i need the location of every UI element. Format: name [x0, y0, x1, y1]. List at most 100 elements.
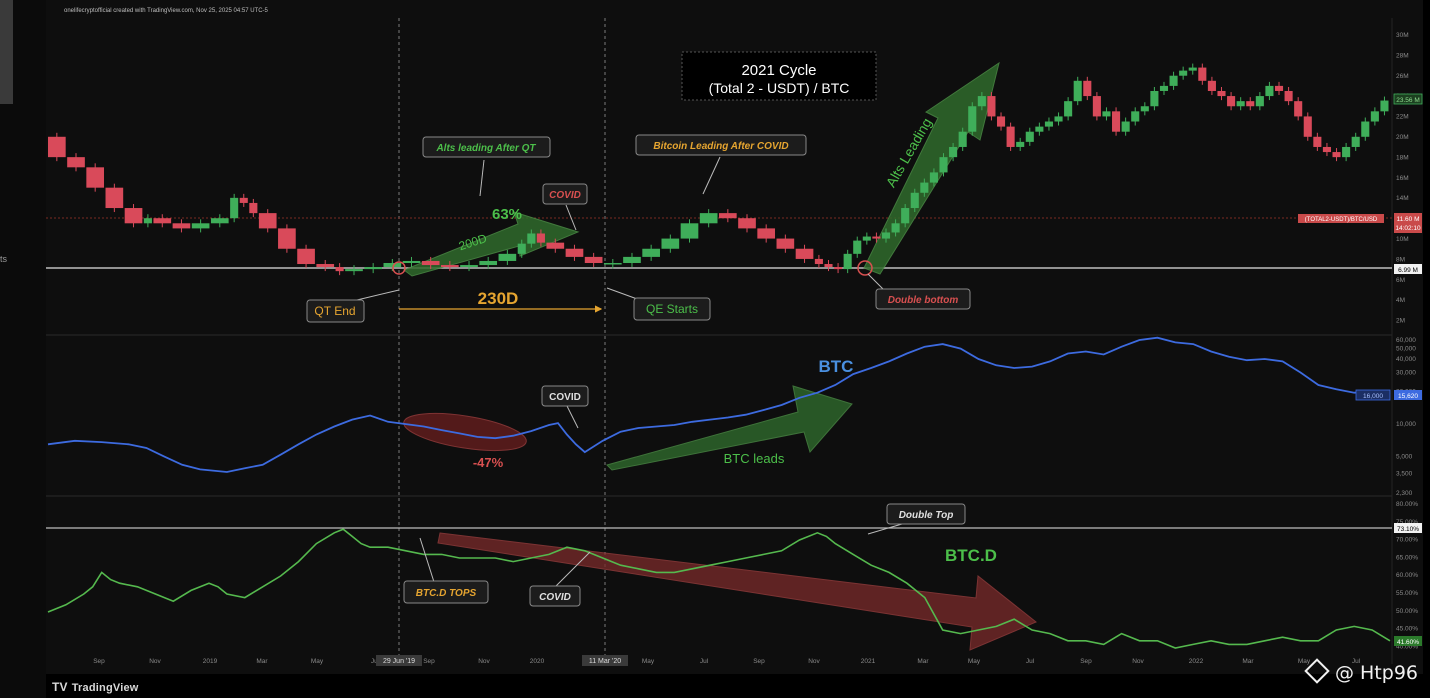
- candle: [1313, 136, 1322, 147]
- candle: [603, 263, 622, 265]
- sidebar-label: ts: [0, 254, 8, 264]
- candle: [1332, 152, 1341, 158]
- candle: [1274, 85, 1284, 91]
- btcd-y-tick: 40.00%: [1396, 643, 1418, 650]
- x-axis-tick: Mar: [917, 658, 929, 665]
- candle: [460, 265, 478, 268]
- candle: [843, 253, 852, 270]
- candle: [1044, 121, 1053, 127]
- candle: [1025, 131, 1034, 142]
- resistance-value-box: [1394, 213, 1422, 233]
- candle: [536, 233, 545, 243]
- btc-covid-callout-box: [635, 134, 807, 156]
- candle: [996, 116, 1006, 127]
- candle: [249, 202, 258, 214]
- candle: [862, 236, 871, 241]
- candle: [239, 197, 248, 203]
- candle: [1255, 96, 1264, 107]
- alts-qt-pointer: [479, 159, 485, 197]
- x-axis-tick: 2021: [861, 658, 876, 665]
- btcd-y-tick: 50.00%: [1396, 608, 1418, 615]
- chart-title: 2021 Cycle: [741, 62, 816, 79]
- candle: [1179, 70, 1188, 76]
- candle: [230, 197, 239, 219]
- btcd-y-tick: 75.00%: [1396, 519, 1418, 526]
- candle: [517, 243, 526, 254]
- candle: [987, 96, 996, 117]
- candle: [1294, 101, 1303, 117]
- btc-covid-pointer: [702, 156, 721, 195]
- btc-leads-arrow: [606, 385, 853, 471]
- tradingview-logo-icon: TV: [52, 680, 68, 694]
- top-y-tick: 18M: [1396, 154, 1409, 161]
- top-value-tag: 23.56 M: [1396, 97, 1420, 104]
- covid-top-box: [542, 183, 588, 205]
- candle: [48, 136, 66, 158]
- resistance-value: 11.60 M: [1396, 216, 1419, 223]
- candle: [441, 265, 459, 268]
- days-230-label: 230D: [478, 289, 519, 308]
- x-axis-tick: May: [1298, 658, 1311, 665]
- candle: [1083, 80, 1092, 97]
- candle: [1016, 141, 1025, 147]
- drawdown-47-label: -47%: [473, 455, 504, 470]
- title-box: [681, 51, 877, 101]
- double-bottom-box: [875, 288, 971, 310]
- chart-subtitle: (Total 2 - USDT) / BTC: [709, 80, 850, 96]
- double-bottom-marker: [857, 260, 873, 276]
- candle: [210, 218, 229, 224]
- countdown-value: 14:02:10: [1395, 225, 1421, 232]
- candle: [191, 223, 210, 229]
- btcd-y-tick: 55.00%: [1396, 590, 1418, 597]
- candle: [1217, 90, 1226, 97]
- covid-mid-pointer: [566, 405, 579, 429]
- btcd-y-tick: 45.00%: [1396, 626, 1418, 633]
- candle: [1380, 100, 1389, 112]
- top-y-tick: 16M: [1396, 175, 1409, 182]
- candle: [527, 233, 536, 244]
- total2-usdt-btc-series: [48, 63, 1389, 276]
- x-axis-tick: Sep: [1080, 658, 1092, 665]
- x-axis-tick: Jul: [700, 658, 709, 665]
- btcd-value-tag-box: [1394, 636, 1422, 646]
- tradingview-logo[interactable]: TV TradingView: [52, 680, 139, 694]
- x-axis-tick: May: [968, 658, 981, 665]
- btc-series: [47, 336, 1391, 473]
- qt-end-pointer: [356, 289, 400, 301]
- x-axis-tick: Sep: [423, 658, 435, 665]
- top-y-tick: 6M: [1396, 277, 1405, 284]
- double-top-label: Double Top: [899, 510, 954, 521]
- left-sidebar-strip: ts: [0, 0, 46, 698]
- top-y-tick: 8M: [1396, 256, 1405, 263]
- btc-series-label: BTC: [819, 357, 854, 376]
- candle: [929, 172, 938, 183]
- candle: [1073, 80, 1082, 102]
- btcd-tops-box: [403, 580, 489, 604]
- candle: [872, 236, 881, 239]
- covid-top-pointer: [565, 204, 577, 231]
- btcd-y-tick: 65.00%: [1396, 554, 1418, 561]
- axis-ticks: 30M28M26M24M22M20M18M16M14M12M10M8M6M4M2…: [93, 32, 1418, 665]
- candle: [316, 264, 335, 268]
- candle: [623, 256, 641, 263]
- candle: [901, 208, 910, 224]
- candle: [1150, 90, 1159, 107]
- candle: [1342, 146, 1351, 158]
- support-value-box: [1394, 264, 1422, 274]
- x-axis-tick: Nov: [149, 658, 161, 665]
- candle: [1006, 126, 1015, 147]
- candle: [776, 238, 795, 249]
- candle: [153, 218, 172, 224]
- top-y-tick: 28M: [1396, 52, 1409, 59]
- resistance-tag-box: [1298, 214, 1384, 223]
- covid-bottom-label: COVID: [539, 592, 571, 603]
- candle: [1322, 146, 1331, 153]
- top-y-tick: 20M: [1396, 134, 1409, 141]
- btc-y-tick: 60,000: [1396, 337, 1416, 344]
- covid-top-label: COVID: [549, 190, 581, 201]
- candle: [1064, 101, 1073, 117]
- btcd-top-tag: 73.10%: [1397, 526, 1419, 533]
- x-axis-tick: Nov: [478, 658, 490, 665]
- candle: [402, 260, 421, 263]
